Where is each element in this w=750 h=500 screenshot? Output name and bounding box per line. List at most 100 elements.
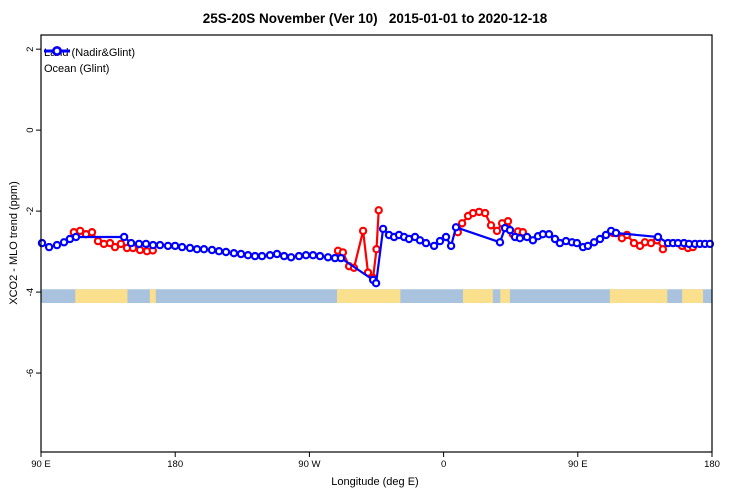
x-tick-label: 90 E xyxy=(31,459,51,470)
x-tick-label: 90 E xyxy=(568,459,588,470)
map-strip-land-patch xyxy=(682,289,704,304)
data-point xyxy=(658,244,668,254)
data-point xyxy=(110,242,120,252)
data-point xyxy=(421,238,431,248)
x-tick-label: 180 xyxy=(167,459,183,470)
data-point xyxy=(308,250,318,260)
data-point xyxy=(75,226,85,236)
legend-item-ocean: Ocean (Glint) xyxy=(44,46,135,77)
legend: Land (Nadir&Glint) Ocean (Glint) xyxy=(44,45,135,77)
data-point xyxy=(315,251,325,261)
data-point xyxy=(457,219,467,228)
map-strip-land-patch xyxy=(609,289,668,304)
data-point xyxy=(301,250,311,260)
y-tick-label: -4 xyxy=(25,288,36,296)
map-strip-land-patch xyxy=(75,289,128,304)
data-point xyxy=(134,239,144,249)
data-point xyxy=(87,227,97,237)
data-point xyxy=(126,238,136,248)
data-point xyxy=(141,239,151,249)
data-point xyxy=(378,224,388,234)
data-point xyxy=(371,279,381,288)
data-point xyxy=(583,241,593,251)
data-point xyxy=(446,241,456,251)
data-point xyxy=(505,225,515,235)
data-point xyxy=(515,233,525,243)
data-point xyxy=(441,232,451,242)
data-point xyxy=(429,241,439,251)
y-tick-label: 2 xyxy=(25,47,36,52)
data-point xyxy=(229,248,239,258)
map-strip-land-patch xyxy=(500,289,510,304)
data-point xyxy=(528,236,538,245)
data-point xyxy=(236,249,246,259)
x-tick-label: 0 xyxy=(441,459,446,470)
data-point xyxy=(257,251,267,261)
data-point xyxy=(148,240,158,250)
y-tick-label: -6 xyxy=(25,369,36,377)
data-point xyxy=(116,239,126,249)
data-point xyxy=(71,232,81,242)
ocean-series-icon xyxy=(44,46,70,56)
map-strip-land-patch xyxy=(462,289,493,304)
data-point xyxy=(44,242,54,252)
data-point xyxy=(595,234,605,244)
data-point xyxy=(119,232,129,242)
data-point xyxy=(37,238,47,248)
data-point xyxy=(486,221,496,230)
data-point xyxy=(272,249,282,259)
x-axis-label: Longitude (deg E) xyxy=(331,476,419,488)
data-point xyxy=(435,236,445,246)
data-point xyxy=(279,251,289,261)
data-point xyxy=(358,226,368,236)
x-tick-label: 180 xyxy=(704,459,720,470)
data-point xyxy=(323,253,333,262)
data-point xyxy=(221,247,231,257)
data-point xyxy=(374,206,383,215)
y-tick-label: -2 xyxy=(25,207,36,215)
data-point xyxy=(243,250,253,260)
data-point xyxy=(611,228,621,238)
data-point xyxy=(170,241,180,251)
legend-label-ocean: Ocean (Glint) xyxy=(44,63,110,75)
data-point xyxy=(105,238,115,248)
map-strip-land-patch xyxy=(149,289,156,304)
data-point xyxy=(372,244,381,254)
data-point xyxy=(451,223,461,232)
data-point xyxy=(250,251,260,261)
data-point xyxy=(192,244,202,254)
data-point xyxy=(59,238,69,247)
data-point xyxy=(265,250,275,260)
data-point xyxy=(52,240,62,250)
data-point xyxy=(185,243,195,253)
data-point xyxy=(214,246,224,256)
chart-title: 25S-20S November (Ver 10) 2015-01-01 to … xyxy=(202,11,548,26)
data-point xyxy=(589,238,599,247)
data-point xyxy=(550,234,560,244)
data-point xyxy=(336,253,346,263)
data-point xyxy=(286,253,296,262)
data-point xyxy=(155,240,165,250)
data-point xyxy=(522,232,532,242)
data-point xyxy=(480,208,490,218)
series-line-0 xyxy=(336,209,380,279)
data-point xyxy=(207,245,217,255)
data-point xyxy=(653,232,663,242)
data-point xyxy=(601,230,611,240)
data-point xyxy=(199,244,209,254)
data-point xyxy=(572,238,582,248)
data-point xyxy=(495,238,505,247)
plot-border xyxy=(40,34,713,453)
x-tick-label: 90 W xyxy=(298,459,320,470)
data-point xyxy=(177,242,187,252)
y-axis-label: XCO2 - MLO trend (ppm) xyxy=(8,181,20,305)
data-point xyxy=(492,226,502,236)
y-tick-label: 0 xyxy=(25,127,36,132)
data-point xyxy=(163,241,173,251)
data-point xyxy=(544,229,554,239)
data-point xyxy=(294,251,304,261)
map-strip-land-patch xyxy=(336,289,401,304)
data-point xyxy=(503,216,513,226)
